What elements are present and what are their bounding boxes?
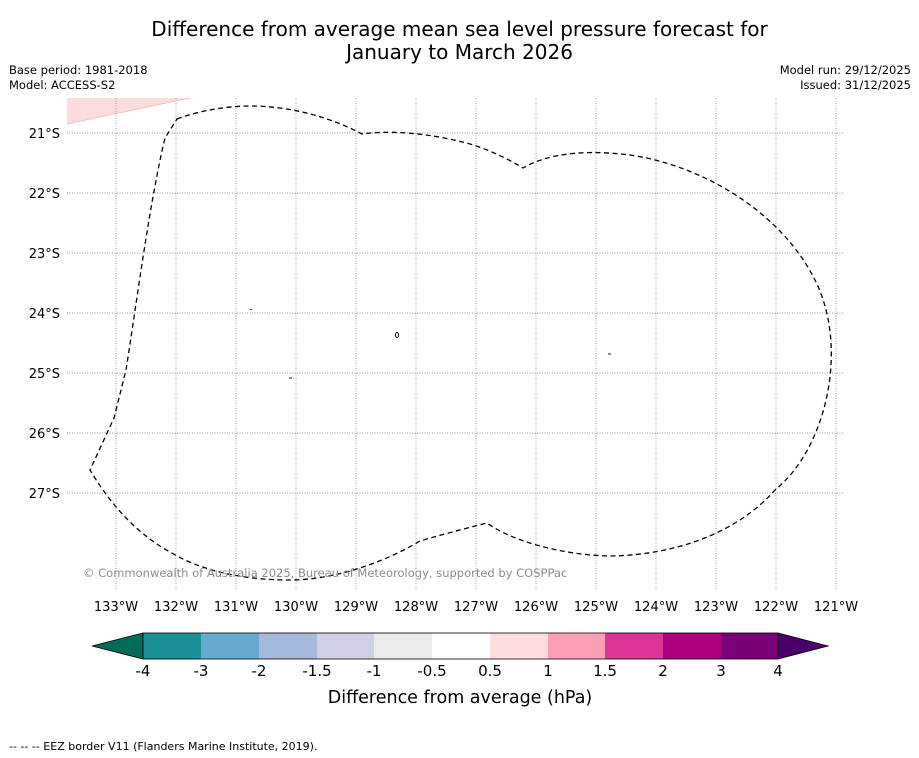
- colorbar-segment: [374, 633, 432, 659]
- lon-label: 130°W: [274, 600, 318, 615]
- colorbar-tick: 1: [543, 662, 553, 680]
- copyright-text: © Commonwealth of Australia 2025, Bureau…: [83, 566, 567, 580]
- colorbar-outline: [142, 632, 779, 660]
- colorbar-tick: 0.5: [478, 662, 502, 680]
- colorbar-segment: [548, 633, 605, 659]
- colorbar-segment: [721, 633, 778, 659]
- lat-label: 27°S: [29, 487, 60, 502]
- lat-label: 24°S: [29, 307, 60, 322]
- longitude-gridlines: [115, 98, 837, 590]
- colorbar-tick: -1: [367, 662, 382, 680]
- lon-label: 128°W: [394, 600, 438, 615]
- lat-label: 22°S: [29, 187, 60, 202]
- colorbar-tick: 3: [716, 662, 726, 680]
- lon-label: 126°W: [514, 600, 558, 615]
- base-period: Base period: 1981-2018: [9, 63, 148, 77]
- island-mark: [395, 332, 399, 338]
- model-name: Model: ACCESS-S2: [9, 78, 116, 92]
- lon-label: 132°W: [154, 600, 198, 615]
- lon-label: 121°W: [814, 600, 858, 615]
- lon-label: 123°W: [694, 600, 738, 615]
- colorbar-tick: 2: [658, 662, 668, 680]
- colorbar-ticks: -4 -3 -2 -1.5 -1 -0.5 0.5 1 1.5 2 3 4: [136, 662, 783, 680]
- lat-label: 25°S: [29, 367, 60, 382]
- colorbar-tick: -0.5: [417, 662, 446, 680]
- longitude-labels: 133°W 132°W 131°W 130°W 129°W 128°W 127°…: [94, 600, 858, 615]
- lon-label: 122°W: [754, 600, 798, 615]
- chart-title: Difference from average mean sea level p…: [0, 18, 919, 64]
- colorbar-segment: [317, 633, 374, 659]
- colorbar-tick: 1.5: [593, 662, 617, 680]
- lon-label: 129°W: [334, 600, 378, 615]
- lon-label: 125°W: [574, 600, 618, 615]
- lat-label: 23°S: [29, 247, 60, 262]
- colorbar-segment: [663, 633, 721, 659]
- island-mark: [249, 308, 253, 311]
- colorbar-segment: [605, 633, 663, 659]
- colorbar-tick: -4: [136, 662, 151, 680]
- info-left: Base period: 1981-2018 Model: ACCESS-S2: [9, 63, 148, 93]
- lon-label: 131°W: [214, 600, 258, 615]
- colorbar-tick: 4: [773, 662, 783, 680]
- colorbar-under-arrow: [91, 632, 144, 660]
- colorbar-label: Difference from average (hPa): [328, 688, 593, 708]
- colorbar-segment: [432, 633, 490, 659]
- lon-label: 124°W: [634, 600, 678, 615]
- islands: [249, 308, 611, 379]
- issued-date: Issued: 31/12/2025: [800, 78, 911, 92]
- colorbar-tick: -2: [252, 662, 267, 680]
- title-line-2: January to March 2026: [346, 40, 573, 64]
- colorbar: [91, 632, 830, 660]
- eez-legend-footer: -- -- -- EEZ border V11 (Flanders Marine…: [9, 740, 318, 753]
- latitude-gridlines: [67, 132, 843, 494]
- info-right: Model run: 29/12/2025 Issued: 31/12/2025: [780, 63, 911, 93]
- model-run: Model run: 29/12/2025: [779, 63, 911, 77]
- colorbar-segment: [490, 633, 548, 659]
- title-line-1: Difference from average mean sea level p…: [151, 17, 768, 41]
- anomaly-contour: [66, 97, 191, 125]
- lat-label: 21°S: [29, 127, 60, 142]
- lon-label: 127°W: [454, 600, 498, 615]
- latitude-labels: 21°S 22°S 23°S 24°S 25°S 26°S 27°S: [29, 127, 60, 502]
- colorbar-tick: -1.5: [302, 662, 331, 680]
- colorbar-over-arrow: [777, 632, 830, 660]
- lon-label: 133°W: [94, 600, 138, 615]
- colorbar-segment: [143, 633, 201, 659]
- lat-label: 26°S: [29, 427, 60, 442]
- colorbar-segment: [201, 633, 259, 659]
- eez-border: [89, 105, 832, 581]
- colorbar-segment: [259, 633, 317, 659]
- colorbar-tick: -3: [194, 662, 209, 680]
